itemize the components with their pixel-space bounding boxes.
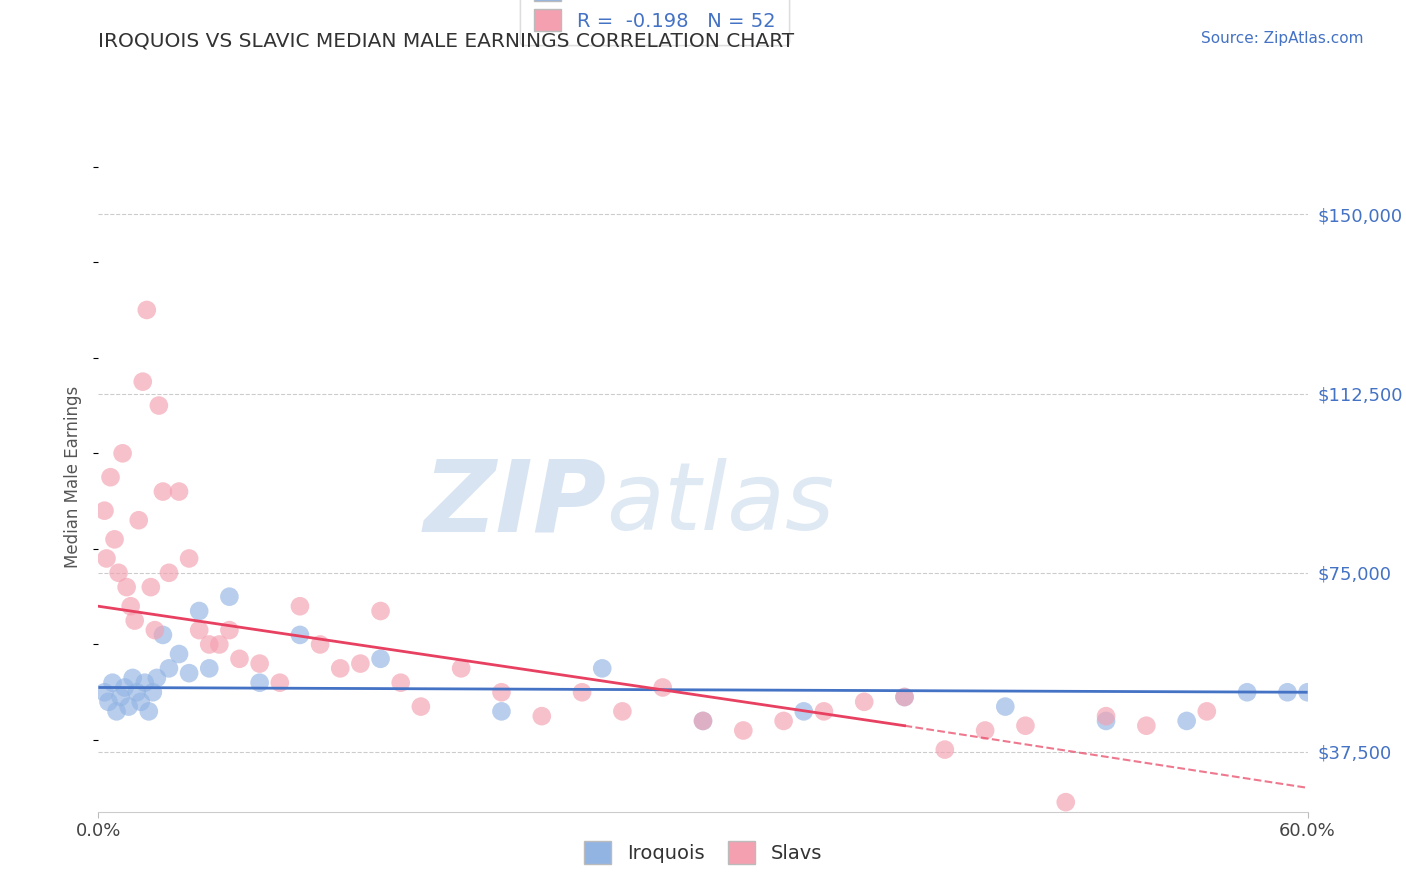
- Legend: R = -0.003   N = 35, R =  -0.198   N = 52: R = -0.003 N = 35, R = -0.198 N = 52: [520, 0, 789, 45]
- Point: [813, 705, 835, 719]
- Point: [198, 637, 221, 651]
- Point: [591, 661, 613, 675]
- Point: [288, 599, 311, 614]
- Text: IROQUOIS VS SLAVIC MEDIAN MALE EARNINGS CORRELATION CHART: IROQUOIS VS SLAVIC MEDIAN MALE EARNINGS …: [98, 31, 794, 50]
- Point: [198, 661, 221, 675]
- Point: [157, 661, 180, 675]
- Point: [692, 714, 714, 728]
- Point: [188, 623, 211, 637]
- Point: [893, 690, 915, 704]
- Point: [115, 580, 138, 594]
- Point: [142, 685, 165, 699]
- Point: [389, 675, 412, 690]
- Point: [218, 623, 240, 637]
- Point: [1135, 719, 1157, 733]
- Point: [93, 503, 115, 517]
- Point: [101, 675, 124, 690]
- Text: ZIP: ZIP: [423, 456, 606, 552]
- Point: [107, 566, 129, 580]
- Point: [134, 675, 156, 690]
- Point: [1236, 685, 1258, 699]
- Point: [612, 705, 634, 719]
- Point: [167, 647, 190, 661]
- Point: [138, 705, 160, 719]
- Point: [157, 566, 180, 580]
- Point: [100, 470, 122, 484]
- Point: [121, 671, 143, 685]
- Point: [120, 599, 142, 614]
- Text: Source: ZipAtlas.com: Source: ZipAtlas.com: [1201, 31, 1364, 46]
- Point: [118, 699, 141, 714]
- Point: [893, 690, 915, 704]
- Point: [152, 628, 174, 642]
- Point: [651, 681, 673, 695]
- Point: [228, 652, 250, 666]
- Point: [974, 723, 997, 738]
- Point: [491, 705, 513, 719]
- Point: [370, 652, 392, 666]
- Point: [329, 661, 352, 675]
- Point: [129, 695, 152, 709]
- Point: [772, 714, 794, 728]
- Point: [1195, 705, 1218, 719]
- Point: [1175, 714, 1198, 728]
- Point: [125, 685, 148, 699]
- Point: [288, 628, 311, 642]
- Point: [409, 699, 432, 714]
- Point: [249, 675, 271, 690]
- Point: [934, 742, 956, 756]
- Point: [349, 657, 371, 671]
- Point: [1054, 795, 1077, 809]
- Point: [692, 714, 714, 728]
- Point: [571, 685, 593, 699]
- Point: [135, 302, 157, 317]
- Point: [1296, 685, 1319, 699]
- Point: [96, 551, 118, 566]
- Point: [110, 690, 132, 704]
- Point: [148, 399, 170, 413]
- Point: [309, 637, 332, 651]
- Point: [128, 513, 150, 527]
- Point: [167, 484, 190, 499]
- Point: [139, 580, 162, 594]
- Point: [132, 375, 155, 389]
- Point: [103, 533, 125, 547]
- Point: [152, 484, 174, 499]
- Point: [249, 657, 271, 671]
- Point: [93, 685, 115, 699]
- Point: [105, 705, 128, 719]
- Point: [491, 685, 513, 699]
- Point: [208, 637, 231, 651]
- Point: [1014, 719, 1036, 733]
- Point: [146, 671, 169, 685]
- Point: [111, 446, 134, 460]
- Point: [1095, 714, 1118, 728]
- Point: [269, 675, 291, 690]
- Point: [188, 604, 211, 618]
- Y-axis label: Median Male Earnings: Median Male Earnings: [65, 386, 83, 568]
- Point: [114, 681, 136, 695]
- Legend: Iroquois, Slavs: Iroquois, Slavs: [574, 831, 832, 873]
- Point: [370, 604, 392, 618]
- Point: [530, 709, 553, 723]
- Point: [733, 723, 755, 738]
- Point: [994, 699, 1017, 714]
- Point: [97, 695, 120, 709]
- Point: [1277, 685, 1299, 699]
- Point: [450, 661, 472, 675]
- Point: [124, 614, 146, 628]
- Point: [179, 551, 201, 566]
- Point: [793, 705, 815, 719]
- Point: [218, 590, 240, 604]
- Point: [143, 623, 166, 637]
- Text: atlas: atlas: [606, 458, 835, 549]
- Point: [179, 666, 201, 681]
- Point: [1095, 709, 1118, 723]
- Point: [853, 695, 876, 709]
